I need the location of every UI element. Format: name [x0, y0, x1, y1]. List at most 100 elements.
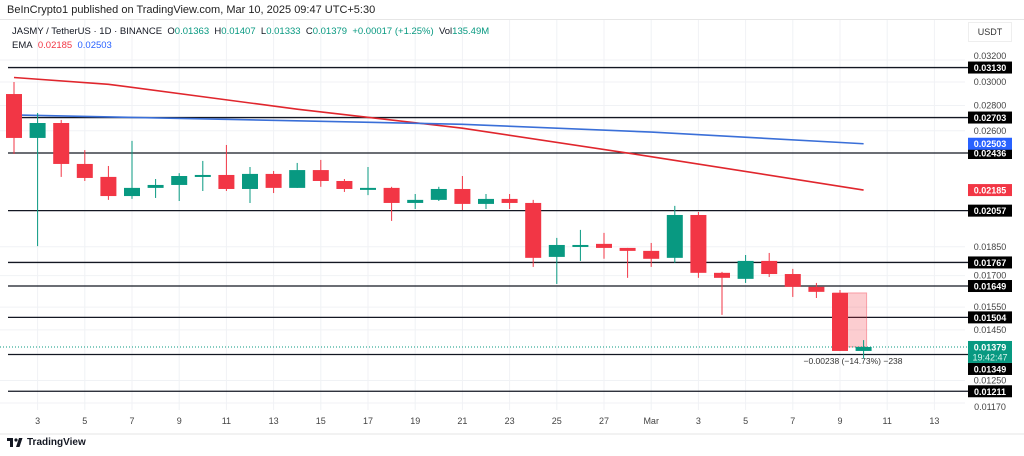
level-price-tag: 0.01649 — [974, 282, 1007, 292]
candle-body[interactable] — [855, 346, 872, 351]
candle-body[interactable] — [761, 260, 778, 275]
level-price-tag: 0.03130 — [974, 63, 1007, 73]
candle-body[interactable] — [430, 188, 447, 200]
currency-unit-button[interactable]: USDT — [968, 22, 1012, 42]
y-tick-label: 0.03000 — [974, 77, 1007, 87]
level-price-tag-bg — [968, 256, 1012, 269]
candle-body[interactable] — [218, 174, 235, 189]
level-price-tag: 0.02703 — [974, 113, 1007, 123]
candle-body[interactable] — [501, 198, 518, 203]
volume-value: 135.49M — [452, 26, 490, 37]
level-price-tag-bg — [968, 280, 1012, 293]
tradingview-logo-icon — [7, 437, 23, 447]
y-tick-label: 0.01700 — [974, 271, 1007, 281]
candle-body[interactable] — [242, 173, 258, 189]
level-price-tag: 0.02057 — [974, 206, 1007, 216]
bar-countdown: 19:42:47 — [972, 352, 1007, 362]
candle-body[interactable] — [808, 286, 825, 292]
candle-body[interactable] — [666, 214, 683, 258]
level-price-tag: 0.02436 — [974, 148, 1007, 158]
candle-body[interactable] — [6, 94, 22, 138]
level-price-tag-bg — [968, 146, 1012, 159]
open-value: 0.01363 — [174, 26, 210, 37]
candle-body[interactable] — [289, 170, 306, 188]
ema-fast-line — [13, 76, 864, 191]
candle-body[interactable] — [407, 199, 424, 203]
candle-body[interactable] — [124, 187, 140, 197]
x-tick-label: 15 — [316, 416, 326, 426]
x-tick-label: 25 — [552, 416, 562, 426]
ema-row[interactable]: EMA 0.02185 0.02503 — [12, 40, 112, 51]
ema-slow-price-tag-bg — [968, 137, 1012, 150]
level-price-tag: 0.01504 — [974, 313, 1007, 323]
change-value: +0.00017 (+1.25%) — [352, 26, 434, 37]
ema-fast-price-tag-bg — [968, 184, 1012, 197]
x-tick-label: 17 — [363, 416, 373, 426]
candle-body[interactable] — [525, 202, 542, 258]
y-tick-label: 0.01850 — [974, 242, 1007, 252]
x-tick-label: Mar — [643, 416, 659, 426]
candle-body[interactable] — [194, 174, 211, 177]
ema-slow-line — [13, 114, 864, 145]
candle-body[interactable] — [383, 187, 400, 203]
x-tick-label: 19 — [410, 416, 420, 426]
chart-frame — [0, 19, 1024, 434]
x-tick-label: 11 — [222, 416, 231, 426]
symbol-title[interactable]: JASMY / TetherUS · 1D · BINANCE — [12, 26, 163, 37]
candle-body[interactable] — [454, 188, 471, 204]
ema-fast-value: 0.02185 — [37, 40, 73, 51]
candle-body[interactable] — [832, 292, 848, 351]
ohlc-row: JASMY / TetherUS · 1D · BINANCE O0.01363… — [12, 26, 490, 37]
candle-body[interactable] — [619, 247, 636, 251]
x-tick-label: 9 — [837, 416, 842, 426]
x-tick-label: 21 — [457, 416, 467, 426]
level-price-tag: 0.01211 — [974, 387, 1006, 397]
level-price-tag-bg — [968, 111, 1012, 124]
x-tick-label: 7 — [790, 416, 795, 426]
candle-body[interactable] — [548, 244, 565, 257]
y-tick-label: 0.01250 — [974, 375, 1007, 385]
candle-body[interactable] — [478, 198, 494, 204]
x-tick-label: 5 — [743, 416, 748, 426]
level-price-tag-bg — [968, 311, 1012, 324]
last-price-tag: 0.01379 — [974, 342, 1007, 352]
x-tick-label: 13 — [929, 416, 939, 426]
candle-body[interactable] — [643, 250, 660, 259]
candle-body[interactable] — [265, 173, 282, 188]
level-price-tag: 0.01767 — [974, 258, 1007, 268]
candle-body[interactable] — [29, 123, 46, 138]
candle-body[interactable] — [76, 163, 93, 178]
candle-body[interactable] — [171, 176, 188, 185]
x-tick-label: 3 — [35, 416, 40, 426]
x-tick-label: 3 — [696, 416, 701, 426]
last-price-tag-bg — [968, 340, 1012, 363]
measure-label: −0.00238 (−14.73%) −238 — [803, 356, 902, 366]
candle-body[interactable] — [53, 123, 70, 164]
price-chart[interactable]: 0.03200 0.03000 0.02800 0.02600 0.01850 0.017… — [0, 0, 1024, 436]
candle-body[interactable] — [714, 272, 730, 278]
candle-body[interactable] — [784, 274, 801, 287]
candle-body[interactable] — [572, 244, 589, 247]
x-tick-label: 9 — [177, 416, 182, 426]
ema-fast-price-tag: 0.02185 — [974, 186, 1007, 196]
candle-body[interactable] — [312, 170, 329, 181]
candle-body[interactable] — [596, 243, 612, 248]
candle-body[interactable] — [690, 214, 707, 273]
tradingview-logo: TradingView — [7, 437, 86, 448]
y-tick-label: 0.03200 — [974, 51, 1007, 61]
candle-body[interactable] — [737, 260, 754, 279]
symbol-legend: JASMY / TetherUS · 1D · BINANCE O0.01363… — [12, 25, 489, 53]
high-value: 0.01407 — [221, 26, 256, 37]
ema-slow-price-tag: 0.02503 — [974, 139, 1007, 149]
y-tick-label: 0.02800 — [974, 101, 1007, 111]
candle-body[interactable] — [100, 176, 117, 197]
x-tick-label: 27 — [599, 416, 609, 426]
candle-body[interactable] — [360, 187, 376, 190]
level-price-tag-bg — [968, 385, 1012, 398]
y-tick-label: 0.01450 — [974, 325, 1007, 335]
y-tick-label: 0.01550 — [974, 302, 1007, 312]
x-tick-label: 23 — [505, 416, 515, 426]
candle-body[interactable] — [336, 180, 353, 189]
candle-body[interactable] — [147, 184, 164, 188]
x-tick-label: 13 — [269, 416, 279, 426]
